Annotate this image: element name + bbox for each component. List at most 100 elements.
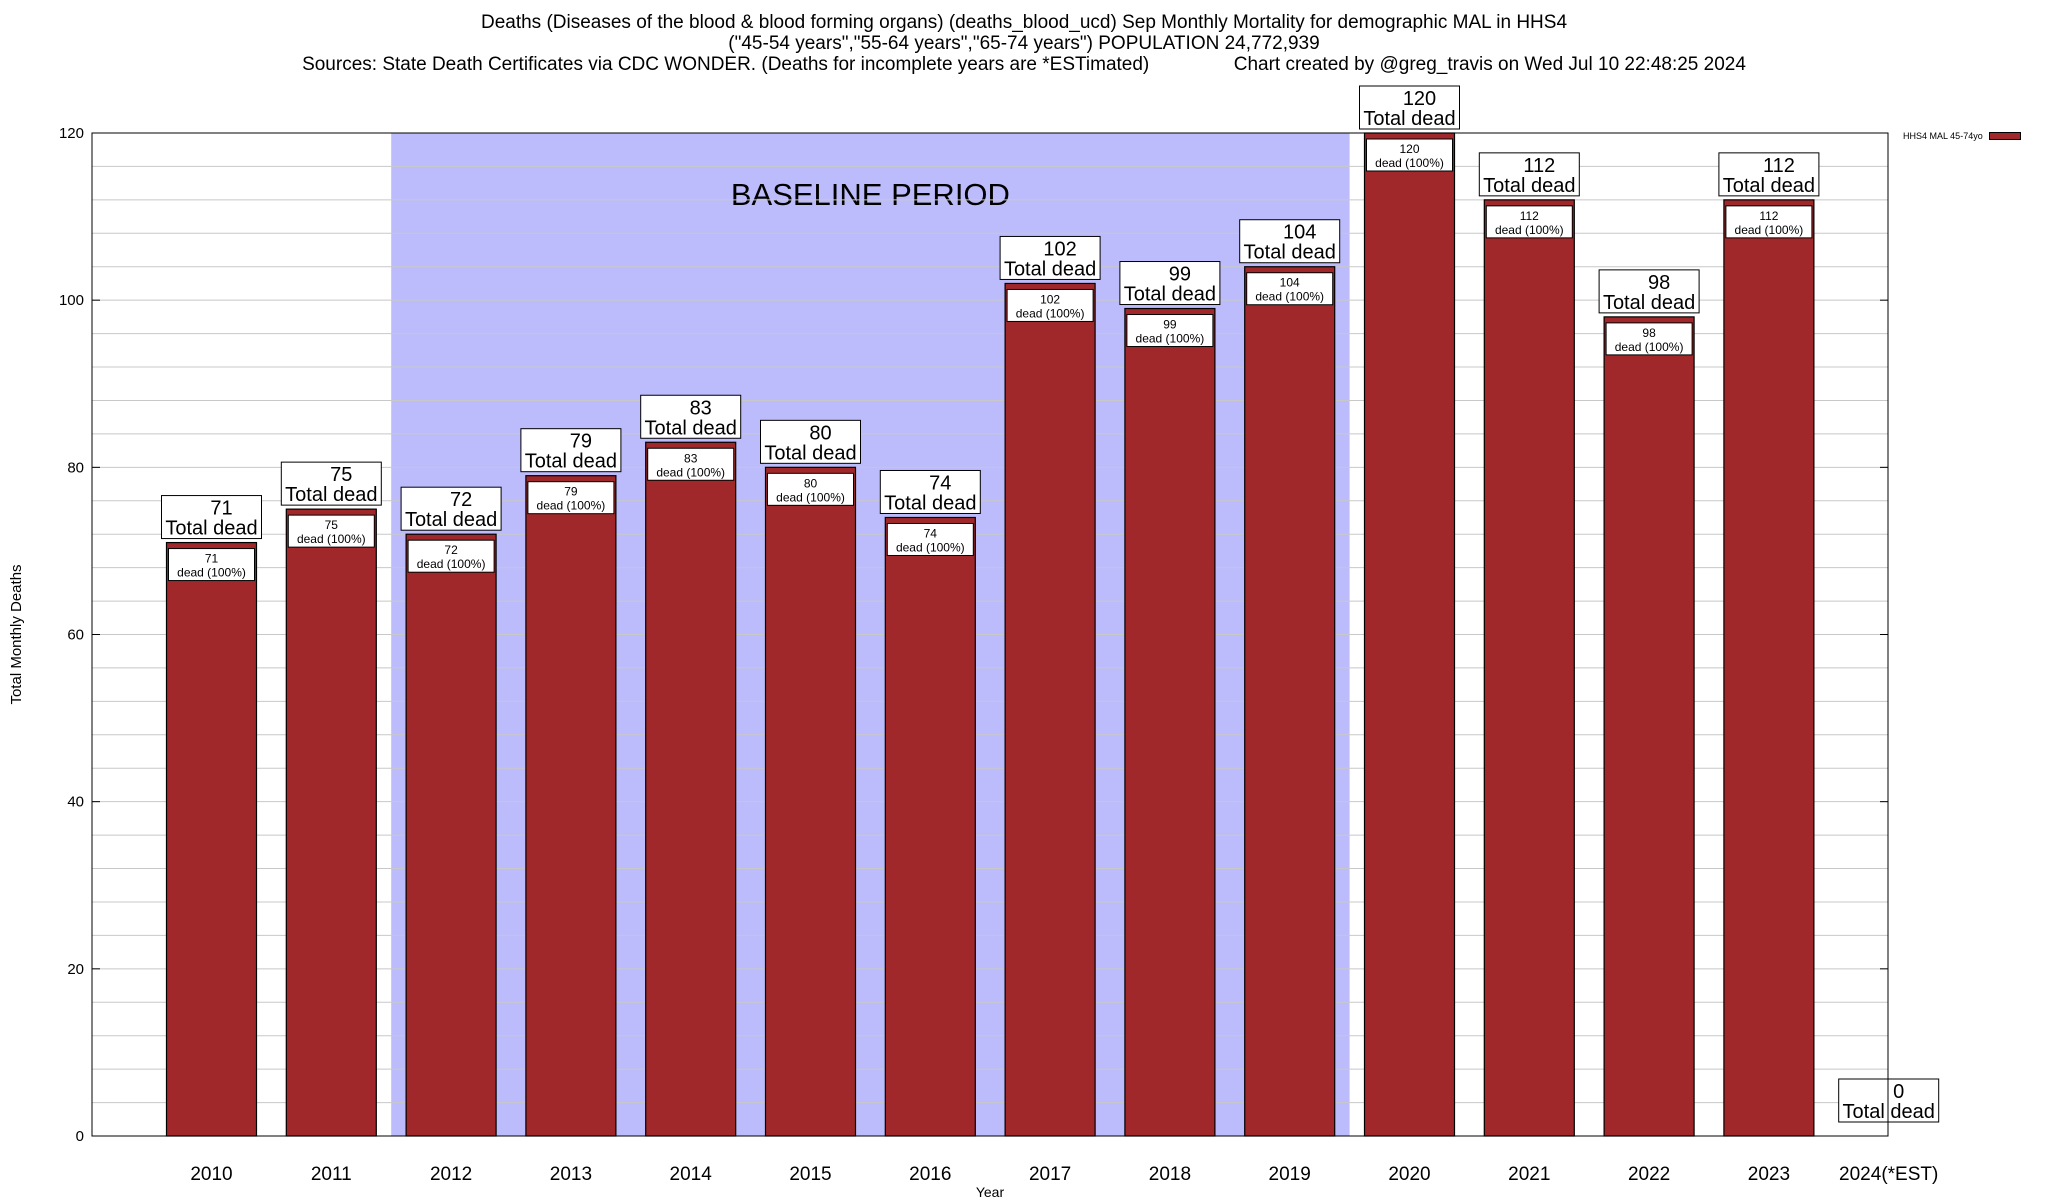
x-tick-label: 2019 — [1269, 1164, 1311, 1185]
bar-inner-value: 112 — [1759, 209, 1778, 223]
bar-inner-label: dead (100%) — [1495, 223, 1564, 237]
y-tick-label: 120 — [59, 125, 84, 142]
y-tick-label: 100 — [59, 292, 84, 309]
bar-top-label: Total dead — [1004, 258, 1096, 280]
bar-inner-label-box — [1006, 288, 1094, 322]
x-tick-label: 2012 — [430, 1164, 472, 1185]
bar-top-label-box — [1239, 219, 1341, 264]
bar-inner-label-box — [1725, 205, 1813, 239]
x-tick-label: 2020 — [1388, 1164, 1430, 1185]
bar-top-label-box — [520, 428, 622, 473]
bar-inner-label-box — [1485, 205, 1573, 239]
bar-inner-label-box — [1246, 272, 1334, 306]
legend: HHS4 MAL 45-74yo — [1903, 131, 2021, 141]
bar-top-label: Total dead — [884, 492, 976, 514]
x-tick-label: 2014 — [670, 1164, 713, 1185]
x-tick-label: 2015 — [789, 1164, 831, 1185]
bar-top-value: 112 — [1763, 155, 1795, 177]
bar-2023 — [1723, 199, 1815, 1137]
x-axis-label: Year — [976, 1184, 1005, 1200]
bar-inner-label-box — [1605, 322, 1693, 356]
bar-inner-label: dead (100%) — [297, 532, 366, 546]
bar-top-label: Total dead — [645, 417, 737, 439]
bar-top-label: Total dead — [1124, 284, 1216, 306]
bar-inner-label: dead (100%) — [656, 465, 725, 479]
bar-inner-label: dead (100%) — [1136, 332, 1205, 346]
bar-top-value: 75 — [330, 464, 352, 486]
x-tick-label: 2018 — [1149, 1164, 1191, 1185]
bar-2020 — [1363, 132, 1456, 1137]
bar-top-value: 112 — [1523, 155, 1555, 177]
baseline-label: BASELINE PERIOD — [731, 177, 1010, 212]
bar-inner-label: dead (100%) — [537, 499, 606, 513]
bar-top-value: 72 — [450, 489, 472, 511]
bar-inner-label: dead (100%) — [1615, 340, 1684, 354]
bar-top-label-box — [760, 419, 861, 464]
bar-top-label-box — [999, 235, 1101, 280]
bar-top-value: 83 — [690, 397, 712, 419]
bar-inner-label-box — [527, 481, 615, 515]
bar-2022 — [1603, 316, 1695, 1137]
y-axis-label: Total Monthly Deaths — [8, 564, 25, 704]
bar-inner-label-box — [407, 539, 495, 573]
bar-top-label-box — [1598, 269, 1700, 314]
bar-2010 — [165, 541, 258, 1137]
bar-inner-value: 102 — [1040, 292, 1060, 306]
bar-inner-label-box — [767, 472, 854, 506]
bar-inner-label: dead (100%) — [896, 540, 965, 554]
legend-label: HHS4 MAL 45-74yo — [1903, 131, 1983, 141]
bar-top-value: 79 — [570, 431, 592, 453]
bar-top-label: Total dead — [1723, 175, 1815, 197]
y-tick-label: 80 — [67, 459, 84, 476]
bar-inner-label: dead (100%) — [177, 566, 246, 580]
bar-inner-label: dead (100%) — [1735, 223, 1804, 237]
chart-title: Deaths (Diseases of the blood & blood fo… — [0, 12, 2048, 75]
bar-inner-value: 99 — [1163, 318, 1177, 332]
bar-top-label: Total dead — [405, 509, 497, 531]
bar-top-label-box — [400, 486, 502, 531]
bar-2012 — [405, 533, 497, 1137]
bar-inner-label-box — [168, 548, 255, 582]
y-tick-label: 60 — [67, 627, 84, 644]
bar-top-label: Total dead — [1483, 175, 1575, 197]
y-tick-label: 0 — [76, 1128, 84, 1145]
bar-2011 — [285, 508, 377, 1137]
y-tick-label: 20 — [67, 961, 84, 978]
bar-top-label: Total dead — [525, 451, 617, 473]
bar-top-label-box — [1838, 1078, 1940, 1123]
bar-2021 — [1483, 199, 1575, 1137]
bar-top-value: 0 — [1893, 1081, 1904, 1103]
x-tick-label: 2023 — [1748, 1164, 1790, 1185]
x-tick-label: 2016 — [909, 1164, 951, 1185]
bar-top-label: Total dead — [165, 518, 257, 540]
x-tick-label: 2010 — [190, 1164, 232, 1185]
bar-top-label-box — [879, 469, 981, 514]
bar-inner-value: 112 — [1520, 209, 1539, 223]
bar-inner-label: dead (100%) — [1016, 306, 1085, 320]
bar-top-label-box — [1119, 261, 1221, 306]
bar-inner-value: 98 — [1642, 326, 1656, 340]
bar-top-value: 102 — [1043, 238, 1076, 260]
bar-inner-value: 104 — [1280, 276, 1300, 290]
bar-2014 — [645, 441, 737, 1137]
bar-inner-label: dead (100%) — [417, 557, 486, 571]
bar-2018 — [1124, 307, 1216, 1137]
bar-top-value: 80 — [809, 422, 831, 444]
x-tick-label: 2017 — [1029, 1164, 1071, 1185]
bar-top-value: 71 — [210, 498, 232, 520]
bar-top-label-box — [1718, 152, 1820, 197]
x-tick-label: 2021 — [1508, 1164, 1550, 1185]
bar-inner-label-box — [886, 522, 974, 556]
bar-2017 — [1004, 282, 1096, 1137]
bar-inner-value: 83 — [684, 451, 698, 465]
bar-top-label-box — [161, 495, 262, 540]
bar-top-value: 104 — [1283, 222, 1316, 244]
x-tick-label: 2024(*EST) — [1839, 1164, 1938, 1185]
bar-inner-label-box — [287, 514, 375, 548]
bar-top-value: 74 — [929, 472, 951, 494]
bar-top-label-box — [640, 394, 742, 439]
bar-2013 — [525, 475, 617, 1137]
bar-top-label: Total dead — [764, 442, 856, 464]
bar-top-value: 98 — [1648, 272, 1670, 294]
